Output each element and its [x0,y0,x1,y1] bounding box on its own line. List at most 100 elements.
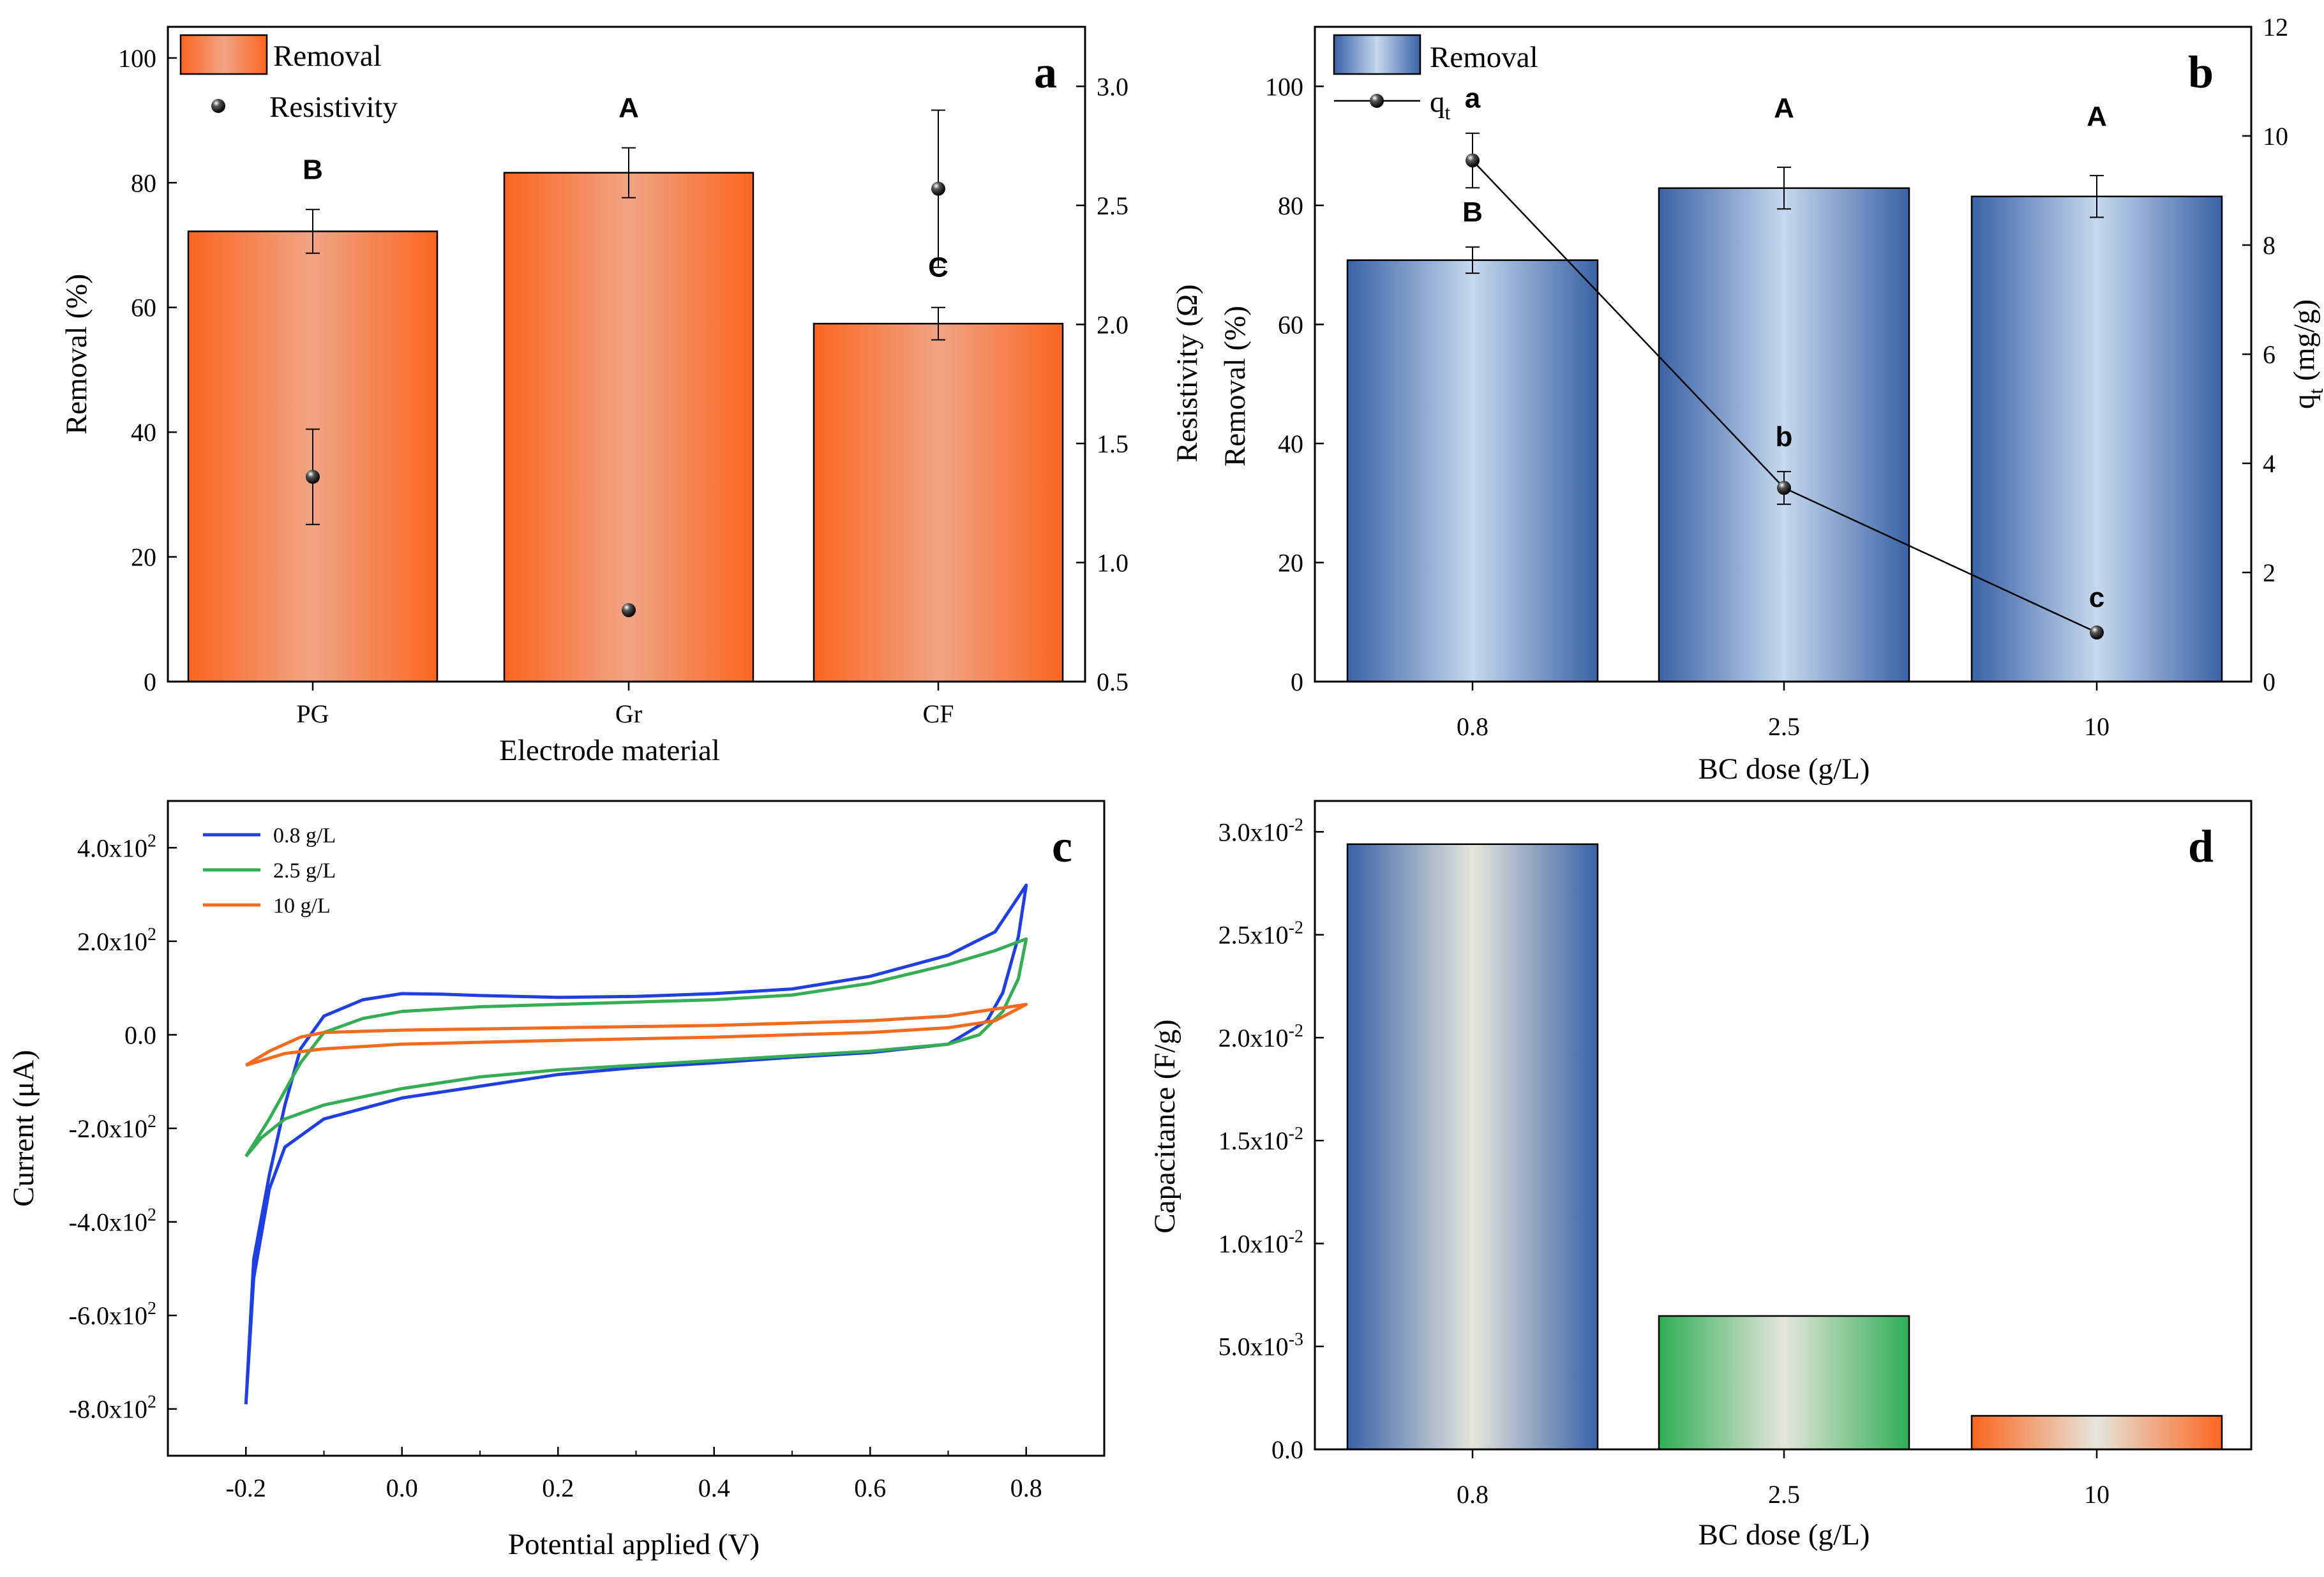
legend-label-10: 10 g/L [273,894,331,918]
x-tick-label: 10 [2084,712,2110,741]
x-axis-label: BC dose (g/L) [1698,752,1870,786]
panel-label: d [2188,821,2214,872]
legend-label-resistivity: Resistivity [269,91,398,124]
x-tick-label: 0.0 [386,1474,418,1502]
panel-label: c [1052,821,1072,872]
panel-d: 0.0 5.0x10-3 1.0x10-2 1.5x10-2 2.0x10-2 2.5x1… [1148,800,2253,1551]
resistivity-point-PG [306,470,320,484]
plot-frame [167,800,1106,1457]
significance-letter: A [1774,93,1794,124]
y-tick-label: 2.0x102 [77,925,156,956]
legend-label-2.5: 2.5 g/L [273,859,336,883]
y2-axis-label: Resistivity (Ω) [1171,284,1204,462]
y2-tick-label: 2.0 [1097,310,1128,339]
y2-tick-label: 3.0 [1097,72,1128,101]
y-tick-label: 1.0x10-2 [1218,1227,1303,1258]
panel-c: -8.0x102 -6.0x102 -4.0x102 -2.0x102 0.0 2.0x1… [7,800,1106,1561]
bar-capacitance-2.5 [1658,1315,1910,1451]
y2-tick-label: 10 [2263,122,2288,151]
x-tick-label: PG [296,699,329,728]
bar-capacitance-0.8 [1346,843,1599,1451]
cv-curve-0.8g/L [244,883,1028,1405]
y-tick-label: 0.0 [1271,1435,1303,1464]
y-tick-label: 100 [1265,72,1303,101]
legend-label-0.8: 0.8 g/L [273,824,336,848]
significance-letter: a [1465,83,1481,114]
y2-tick-label: 6 [2263,340,2275,369]
panel-label: a [1034,47,1057,98]
plot-frame [1314,26,2253,683]
bar-removal-0.8 [1346,259,1599,683]
legend-swatch-removal [1333,34,1421,75]
y-tick-label: 2.5x10-2 [1218,918,1303,950]
legend: 0.8 g/L 2.5 g/L 10 g/L [203,824,336,918]
y-tick-label: 80 [1278,191,1303,220]
y2-tick-label: 1.5 [1097,430,1128,458]
qt-point-2.5 [1777,481,1791,495]
y2-tick-label: 0 [2263,668,2275,696]
y-tick-label: 60 [1278,310,1303,339]
significance-letter: c [2089,582,2104,613]
cv-curve-10g/L [245,1003,1028,1067]
y-tick-label: 0 [144,668,156,696]
y2-tick-label: 8 [2263,231,2275,260]
legend-label-removal: Removal [1430,41,1538,74]
y2-tick-label: 4 [2263,449,2275,478]
resistivity-point-CF [931,181,945,196]
significance-letter: A [618,93,639,124]
x-axis-label: BC dose (g/L) [1698,1518,1870,1551]
y2-tick-label: 1.0 [1097,548,1128,577]
y-tick-label: 20 [131,543,156,572]
y2-tick-label: 12 [2263,13,2288,41]
resistivity-point-Gr [622,603,636,618]
y-axis-label: Removal (%) [60,274,93,435]
x-tick-label: 0.8 [1010,1474,1042,1502]
y-tick-label: 2.0x10-2 [1218,1021,1303,1052]
bar-removal-Gr [503,172,754,683]
qt-point-10 [2090,625,2104,640]
x-tick-label: -0.2 [226,1474,266,1502]
y-tick-label: 4.0x102 [77,831,156,862]
legend: Removal Resistivity [179,34,398,124]
bar-removal-CF [813,322,1064,683]
x-axis-label: Potential applied (V) [508,1528,760,1561]
x-tick-label: 0.8 [1457,712,1488,741]
y-axis-label: Removal (%) [1218,306,1252,467]
x-tick-label: 0.4 [698,1474,730,1502]
qt-point-0.8 [1466,153,1480,168]
panel-label: b [2188,47,2214,98]
legend-label-removal: Removal [273,40,382,73]
bar-capacitance-10 [1970,1415,2223,1451]
x-tick-label: 0.6 [854,1474,886,1502]
y-tick-label: 40 [1278,430,1303,458]
significance-letter: B [1462,197,1483,228]
cv-curve-2.5g/L [244,937,1028,1158]
y-tick-label: 80 [131,168,156,197]
y-axis-label: Capacitance (F/g) [1148,1019,1181,1233]
x-tick-label: 0.8 [1457,1480,1488,1509]
y-tick-label: -8.0x102 [69,1393,156,1424]
y-tick-label: 1.5x10-2 [1218,1124,1303,1155]
x-tick-label: 10 [2084,1480,2110,1509]
x-tick-label: 2.5 [1768,712,1800,741]
significance-letter: B [303,154,323,185]
plot-frame [1314,800,2253,1451]
legend-marker-qt [1370,94,1384,108]
y2-tick-label: 2.5 [1097,191,1128,220]
x-tick-label: 0.2 [542,1474,574,1502]
y-axis-label: Current (μA) [7,1050,40,1207]
y-tick-label: 20 [1278,548,1303,577]
y-tick-label: 3.0x10-2 [1218,815,1303,846]
bar-removal-10 [1970,195,2223,683]
significance-letter: b [1776,421,1793,452]
y-tick-label: 60 [131,294,156,322]
x-tick-label: CF [923,699,954,728]
y-tick-label: -2.0x102 [69,1112,156,1143]
x-tick-label: Gr [615,699,642,728]
y-tick-label: 0.0 [124,1020,156,1049]
legend-marker-resistivity [211,99,225,113]
y-tick-label: 5.0x10-3 [1218,1330,1303,1361]
